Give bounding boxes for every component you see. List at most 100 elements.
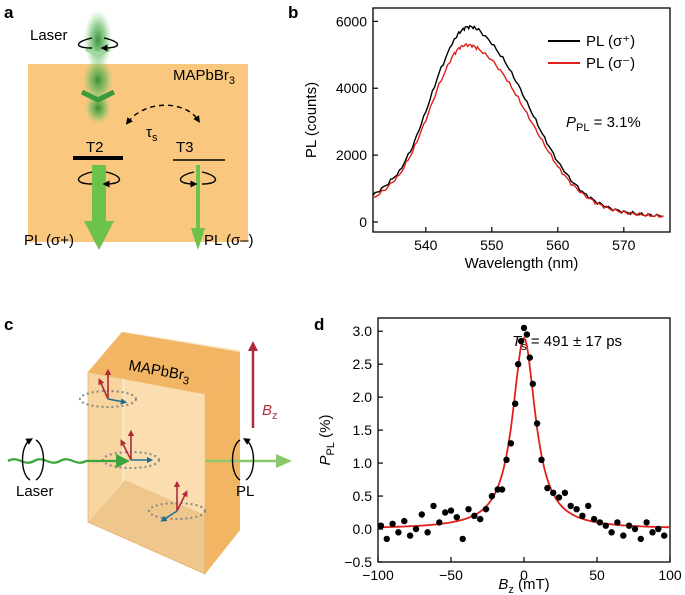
laser-label: Laser (16, 483, 54, 500)
x-tick-label: −100 (362, 567, 394, 583)
data-point (614, 519, 621, 526)
data-point (533, 420, 541, 427)
x-axis-symbol: B (498, 576, 508, 593)
spin-flip-arrow (125, 104, 200, 125)
data-point (412, 525, 420, 533)
y-tick-label: 3.0 (353, 323, 373, 339)
panel-c-label: c (4, 315, 13, 334)
laser-label: Laser (30, 27, 68, 44)
data-point (643, 519, 650, 526)
spin-precession-diagram (79, 368, 137, 408)
panel-c: c MAPbBr3 Bz Laser (4, 315, 292, 575)
y-axis-symbol: P (317, 455, 334, 465)
circular-polarization-icon (100, 37, 119, 52)
x-axis-label: Wavelength (nm) (465, 255, 579, 272)
series-line-2 (373, 43, 664, 218)
data-point (482, 506, 490, 513)
circular-polarization-icon (201, 171, 217, 185)
data-point (503, 456, 510, 463)
y-tick-label: 0.5 (353, 488, 373, 504)
data-point (477, 515, 484, 523)
data-point (515, 361, 522, 368)
data-point (465, 506, 472, 513)
x-axis-subscript: z (508, 584, 514, 595)
data-point (507, 440, 515, 447)
data-point (590, 515, 598, 523)
data-point (523, 331, 531, 338)
data-point (447, 507, 455, 514)
data-point (655, 525, 662, 533)
data-point (436, 519, 443, 526)
data-point (538, 456, 545, 463)
legend-label: PL (σ⁺) (586, 33, 635, 50)
polarization-annotation: PPL = 3.1% (566, 114, 641, 134)
data-point (517, 337, 525, 345)
data-point (608, 529, 615, 536)
data-point (424, 529, 431, 536)
y-tick-label: −0.5 (344, 554, 372, 570)
data-point (453, 514, 460, 521)
x-tick-label: 100 (658, 567, 682, 583)
x-tick-label: 0 (520, 567, 528, 583)
circular-polarization-icon (77, 171, 93, 185)
data-point (418, 511, 425, 518)
perovskite-slab (28, 64, 248, 242)
x-tick-label: 540 (414, 237, 438, 253)
panel-d-label: d (314, 315, 324, 334)
data-point (579, 512, 586, 519)
data-point (625, 522, 633, 529)
pl-plus-label: PL (σ+) (24, 232, 74, 249)
laser-chevron (80, 89, 116, 103)
y-axis-label: PPL (%) (317, 415, 337, 466)
laser-beam-top (84, 10, 112, 70)
y-axis-label: PL (counts) (303, 82, 320, 158)
data-point (529, 380, 536, 388)
legend-label: PL (σ⁻) (586, 55, 635, 72)
y-tick-label: 6000 (336, 13, 367, 29)
data-point (620, 532, 627, 539)
slab-top-face (88, 332, 240, 394)
x-tick-label: −50 (439, 567, 463, 583)
panel-b-chart: b 540 550 560 570 0 2000 4000 6000 PL (σ⁺) PL (σ⁻… (288, 3, 671, 272)
data-point (596, 519, 604, 526)
slab-front-face (87, 371, 206, 575)
data-point (567, 502, 574, 510)
tau-label: τs (146, 124, 158, 144)
annotation-value: = 3.1% (589, 114, 640, 131)
x-axis-unit: (mT) (514, 576, 550, 593)
data-point (459, 535, 466, 543)
circular-polarization-icon (231, 439, 241, 481)
data-point (585, 502, 592, 510)
spin-lifetime-annotation: Ts = 491 ± 17 ps (512, 333, 622, 353)
pl-minus-beam (196, 165, 200, 229)
data-point (561, 489, 569, 496)
x-tick-label: 550 (480, 237, 504, 253)
magnetic-field-label: Bz (262, 402, 278, 422)
pl-label: PL (236, 483, 254, 500)
x-tick-label: 570 (612, 237, 636, 253)
data-point (395, 529, 402, 536)
y-axis-unit: (%) (317, 415, 334, 443)
data-point (471, 512, 478, 519)
data-point (637, 535, 644, 543)
data-point (573, 506, 580, 513)
pl-arrowhead (276, 454, 292, 468)
laser-arrowhead (116, 454, 130, 468)
circular-polarization-icon (21, 438, 33, 481)
x-tick-label: 560 (546, 237, 570, 253)
circular-polarization-icon (102, 171, 121, 188)
y-tick-label: 2000 (336, 147, 367, 163)
y-tick-label: 2.0 (353, 389, 373, 405)
circular-polarization-icon (243, 438, 255, 481)
material-label: MAPbBr3 (173, 67, 235, 87)
t2-label: T2 (86, 139, 104, 156)
panel-a-label: a (4, 3, 14, 22)
data-point (383, 535, 390, 543)
data-point (544, 484, 551, 492)
x-tick-label: 50 (589, 567, 605, 583)
data-point (555, 494, 563, 501)
data-point (631, 525, 639, 533)
data-point (488, 492, 496, 500)
data-point (442, 509, 449, 516)
